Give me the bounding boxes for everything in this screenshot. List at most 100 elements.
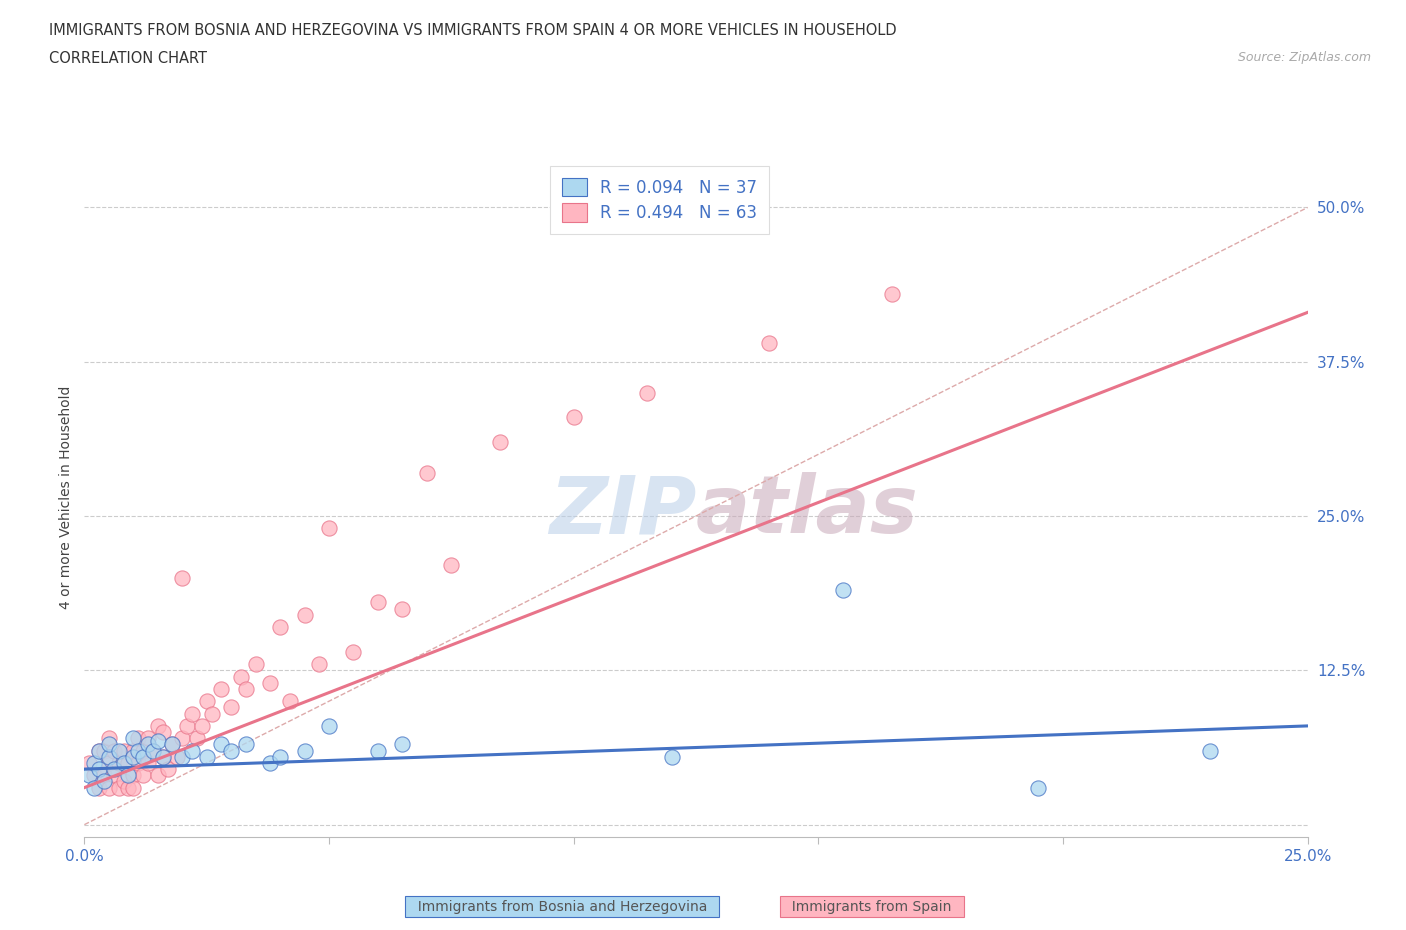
Point [186,731,208,746]
Point [87,743,110,758]
Point [127,731,149,746]
Point [83,755,105,770]
Point [181,743,204,758]
Point [132,743,155,758]
Point [278,694,301,709]
Point [758,336,780,351]
Point [87,780,110,795]
Point [191,719,214,734]
Text: ZIP: ZIP [548,472,696,551]
Point [136,737,159,751]
Point [172,731,194,746]
Point [122,768,145,783]
Point [235,682,257,697]
Point [146,719,169,734]
Point [880,286,903,301]
Point [152,750,174,764]
Point [142,743,165,758]
Point [318,521,340,536]
Point [142,743,165,758]
Text: Source: ZipAtlas.com: Source: ZipAtlas.com [1237,51,1371,64]
Point [195,750,218,764]
Point [146,768,169,783]
Point [132,750,155,764]
Point [117,768,139,783]
Point [229,669,252,684]
Point [308,657,330,671]
Point [294,743,316,758]
Point [122,780,145,795]
Point [259,675,281,690]
Text: Immigrants from Spain: Immigrants from Spain [783,899,960,914]
Point [77,768,100,783]
Point [127,743,149,758]
Point [391,601,413,616]
Point [103,768,125,783]
Point [97,755,120,770]
Point [112,755,135,770]
Point [245,657,267,671]
Point [87,743,110,758]
Point [562,410,585,425]
Point [172,570,194,585]
Point [103,743,125,758]
Point [162,737,184,751]
Point [117,780,139,795]
Point [209,737,232,751]
Point [107,780,129,795]
Point [112,743,135,758]
Point [200,706,222,721]
Point [661,750,683,764]
Point [416,465,439,480]
Point [152,750,174,764]
Point [77,755,100,770]
Text: atlas: atlas [696,472,918,551]
Point [176,719,198,734]
Point [83,768,105,783]
Point [367,743,389,758]
Point [93,743,115,758]
Point [342,644,364,659]
Point [489,434,512,449]
Point [132,768,155,783]
Point [87,762,110,777]
Point [127,755,149,770]
Point [136,731,159,746]
Point [166,750,188,764]
Text: IMMIGRANTS FROM BOSNIA AND HERZEGOVINA VS IMMIGRANTS FROM SPAIN 4 OR MORE VEHICL: IMMIGRANTS FROM BOSNIA AND HERZEGOVINA V… [49,23,897,38]
Point [1028,780,1050,795]
Point [391,737,413,751]
Point [122,743,145,758]
Point [152,724,174,739]
Point [93,774,115,789]
Point [122,731,145,746]
Text: CORRELATION CHART: CORRELATION CHART [49,51,207,66]
Point [136,755,159,770]
Legend: R = 0.094   N = 37, R = 0.494   N = 63: R = 0.094 N = 37, R = 0.494 N = 63 [550,166,769,233]
Point [97,780,120,795]
Point [172,750,194,764]
Point [440,558,463,573]
Point [1198,743,1220,758]
Y-axis label: 4 or more Vehicles in Household: 4 or more Vehicles in Household [59,386,73,609]
Point [636,385,658,400]
Point [103,762,125,777]
Point [219,743,242,758]
Point [146,733,169,748]
Point [97,750,120,764]
Point [235,737,257,751]
Point [209,682,232,697]
Point [97,731,120,746]
Point [112,774,135,789]
Point [122,750,145,764]
Point [219,700,242,715]
Point [269,619,291,634]
Point [318,719,340,734]
Point [367,595,389,610]
Point [156,762,179,777]
Point [269,750,291,764]
Point [259,755,281,770]
Point [294,607,316,622]
Point [107,755,129,770]
Point [107,743,129,758]
